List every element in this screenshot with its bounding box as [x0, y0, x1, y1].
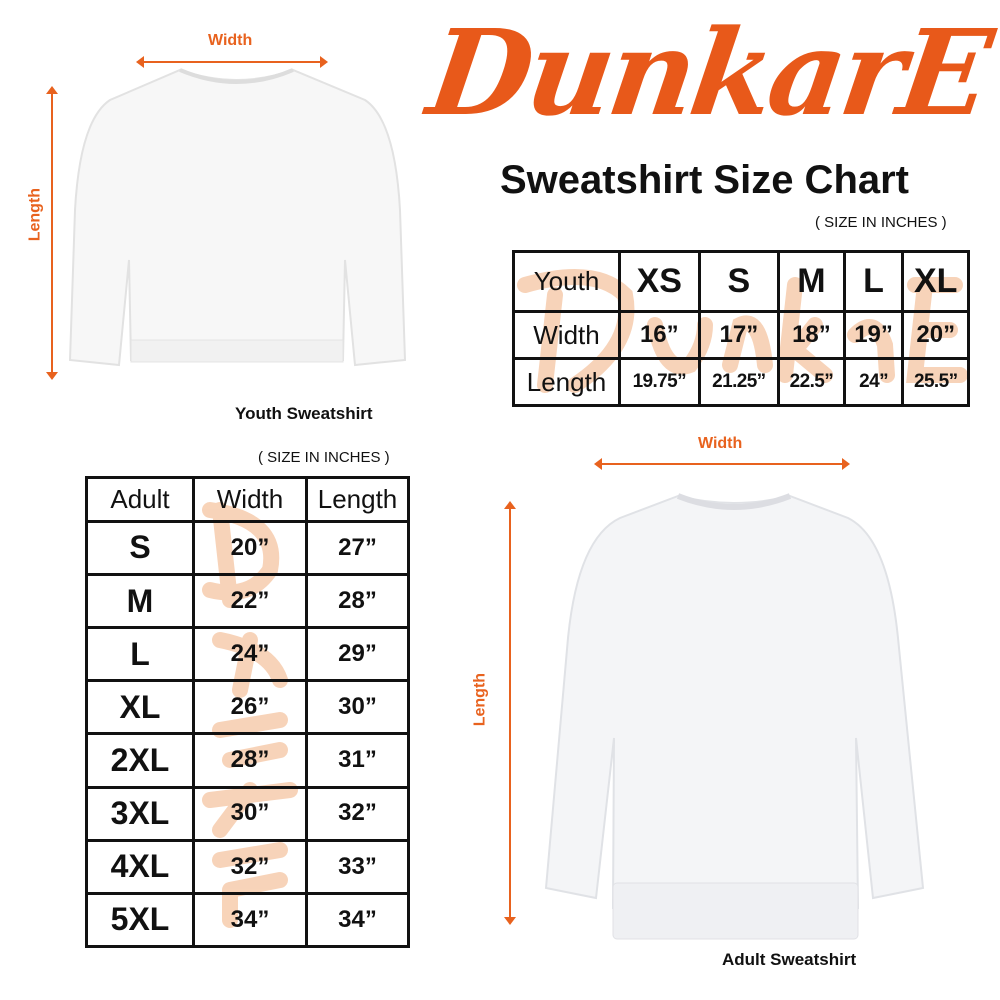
- size-label: 4XL: [85, 838, 195, 895]
- table-row: L 24” 29”: [85, 626, 410, 683]
- table-row: S 20” 27”: [85, 519, 410, 577]
- cell: 22”: [192, 573, 308, 630]
- adult-width-label: Width: [698, 435, 743, 452]
- youth-sweatshirt-image: [68, 68, 407, 367]
- table-header-row: Adult Width Length: [85, 476, 410, 523]
- cell: 19.75”: [618, 357, 701, 407]
- youth-width-arrow: [136, 56, 328, 68]
- table-row: M 22” 28”: [85, 573, 410, 630]
- adult-size-table: Adult Width Length S 20” 27” M 22” 28” L 24” 29”…: [85, 476, 410, 949]
- header-cell: M: [777, 249, 846, 314]
- youth-length-label: Length: [26, 187, 44, 242]
- cell: 19”: [842, 310, 905, 361]
- table-row: Length 19.75” 21.25” 22.5” 24” 25.5”: [512, 357, 970, 407]
- cell: 22.5”: [777, 357, 846, 407]
- adult-length-label: Length: [471, 672, 489, 727]
- youth-caption: Youth Sweatshirt: [235, 404, 373, 423]
- adult-size-note: ( SIZE IN INCHES ): [258, 449, 390, 466]
- brand-logo: DunkarE: [420, 3, 997, 142]
- header-cell: XS: [618, 249, 701, 314]
- cell: 21.25”: [697, 357, 781, 407]
- table-row: 4XL 32” 33”: [85, 838, 410, 895]
- adult-caption: Adult Sweatshirt: [722, 950, 857, 969]
- header-cell: Width: [192, 476, 308, 523]
- cell: 26”: [192, 679, 308, 736]
- cell: 31”: [305, 732, 410, 789]
- youth-size-table: Youth XS S M L XL Width 16” 17” 18” 19” …: [512, 249, 970, 407]
- cell: 29”: [305, 626, 410, 683]
- size-label: 5XL: [85, 891, 195, 949]
- cell: 24”: [842, 357, 905, 407]
- size-label: M: [85, 573, 195, 630]
- cell: 17”: [697, 310, 781, 361]
- table-row: 5XL 34” 34”: [85, 891, 410, 949]
- cell: 20”: [192, 519, 308, 577]
- adult-width-arrow: [594, 458, 850, 470]
- cell: 24”: [192, 626, 308, 683]
- cell: 16”: [618, 310, 701, 361]
- size-label: 2XL: [85, 732, 195, 789]
- table-row: XL 26” 30”: [85, 679, 410, 736]
- header-cell: XL: [901, 249, 970, 314]
- youth-length-arrow: [46, 86, 58, 380]
- size-label: 3XL: [85, 785, 195, 842]
- cell: 34”: [192, 891, 308, 949]
- row-label: Width: [512, 310, 621, 361]
- table-row: 3XL 30” 32”: [85, 785, 410, 842]
- cell: 25.5”: [901, 357, 970, 407]
- page-title: Sweatshirt Size Chart: [500, 158, 910, 202]
- adult-length-arrow: [504, 501, 516, 925]
- table-row: Width 16” 17” 18” 19” 20”: [512, 310, 970, 361]
- cell: 32”: [305, 785, 410, 842]
- cell: 32”: [192, 838, 308, 895]
- cell: 28”: [192, 732, 308, 789]
- header-cell: S: [697, 249, 781, 314]
- header-cell: Adult: [85, 476, 195, 523]
- cell: 30”: [192, 785, 308, 842]
- adult-sweatshirt-image: [544, 493, 925, 940]
- header-cell: L: [842, 249, 905, 314]
- youth-width-label: Width: [208, 32, 253, 49]
- table-row: 2XL 28” 31”: [85, 732, 410, 789]
- cell: 30”: [305, 679, 410, 736]
- cell: 18”: [777, 310, 846, 361]
- cell: 20”: [901, 310, 970, 361]
- header-cell: Youth: [512, 249, 621, 314]
- cell: 28”: [305, 573, 410, 630]
- size-label: XL: [85, 679, 195, 736]
- header-cell: Length: [305, 476, 410, 523]
- size-label: S: [85, 519, 195, 577]
- row-label: Length: [512, 357, 621, 407]
- cell: 34”: [305, 891, 410, 949]
- cell: 33”: [305, 838, 410, 895]
- cell: 27”: [305, 519, 410, 577]
- table-header-row: Youth XS S M L XL: [512, 249, 970, 314]
- size-label: L: [85, 626, 195, 683]
- youth-size-note: ( SIZE IN INCHES ): [815, 214, 947, 231]
